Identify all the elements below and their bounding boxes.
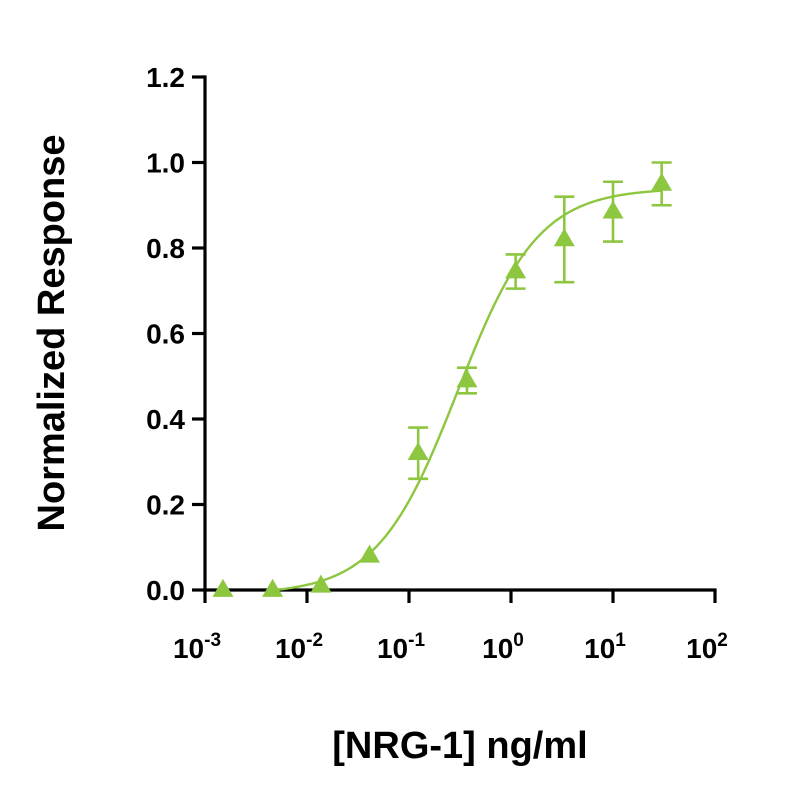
data-points [212, 161, 673, 597]
x-tick-label: 102 [686, 630, 728, 664]
x-tick-label: 100 [482, 630, 524, 664]
x-tick-label: 101 [584, 630, 626, 664]
data-point [407, 442, 429, 461]
data-point [359, 544, 381, 563]
x-axis-title: [NRG-1] ng/ml [332, 725, 587, 767]
y-tick-label: 1.2 [146, 62, 185, 93]
data-point [212, 578, 234, 597]
data-point [602, 200, 624, 219]
fit-curve [276, 189, 662, 592]
data-point [310, 574, 332, 593]
y-ticks: 0.0 0.2 0.4 0.6 0.8 1.0 1.2 [146, 62, 205, 606]
data-point [651, 172, 673, 191]
y-tick-label: 1.0 [146, 148, 185, 179]
y-tick-label: 0.4 [146, 404, 185, 435]
x-ticks: 10-3 10-2 10-1 100 101 102 [173, 590, 728, 664]
data-point [262, 578, 284, 597]
x-tick-label: 10-2 [275, 630, 323, 664]
y-tick-label: 0.6 [146, 319, 185, 350]
y-tick-label: 0.0 [146, 575, 185, 606]
x-tick-label: 10-1 [377, 630, 425, 664]
axes [203, 75, 717, 592]
data-point [456, 369, 478, 388]
data-point [553, 228, 575, 247]
y-tick-label: 0.2 [146, 490, 185, 521]
data-point [505, 260, 527, 279]
y-tick-label: 0.8 [146, 233, 185, 264]
y-axis-title: Normalized Response [31, 135, 73, 532]
x-tick-label: 10-3 [173, 630, 221, 664]
